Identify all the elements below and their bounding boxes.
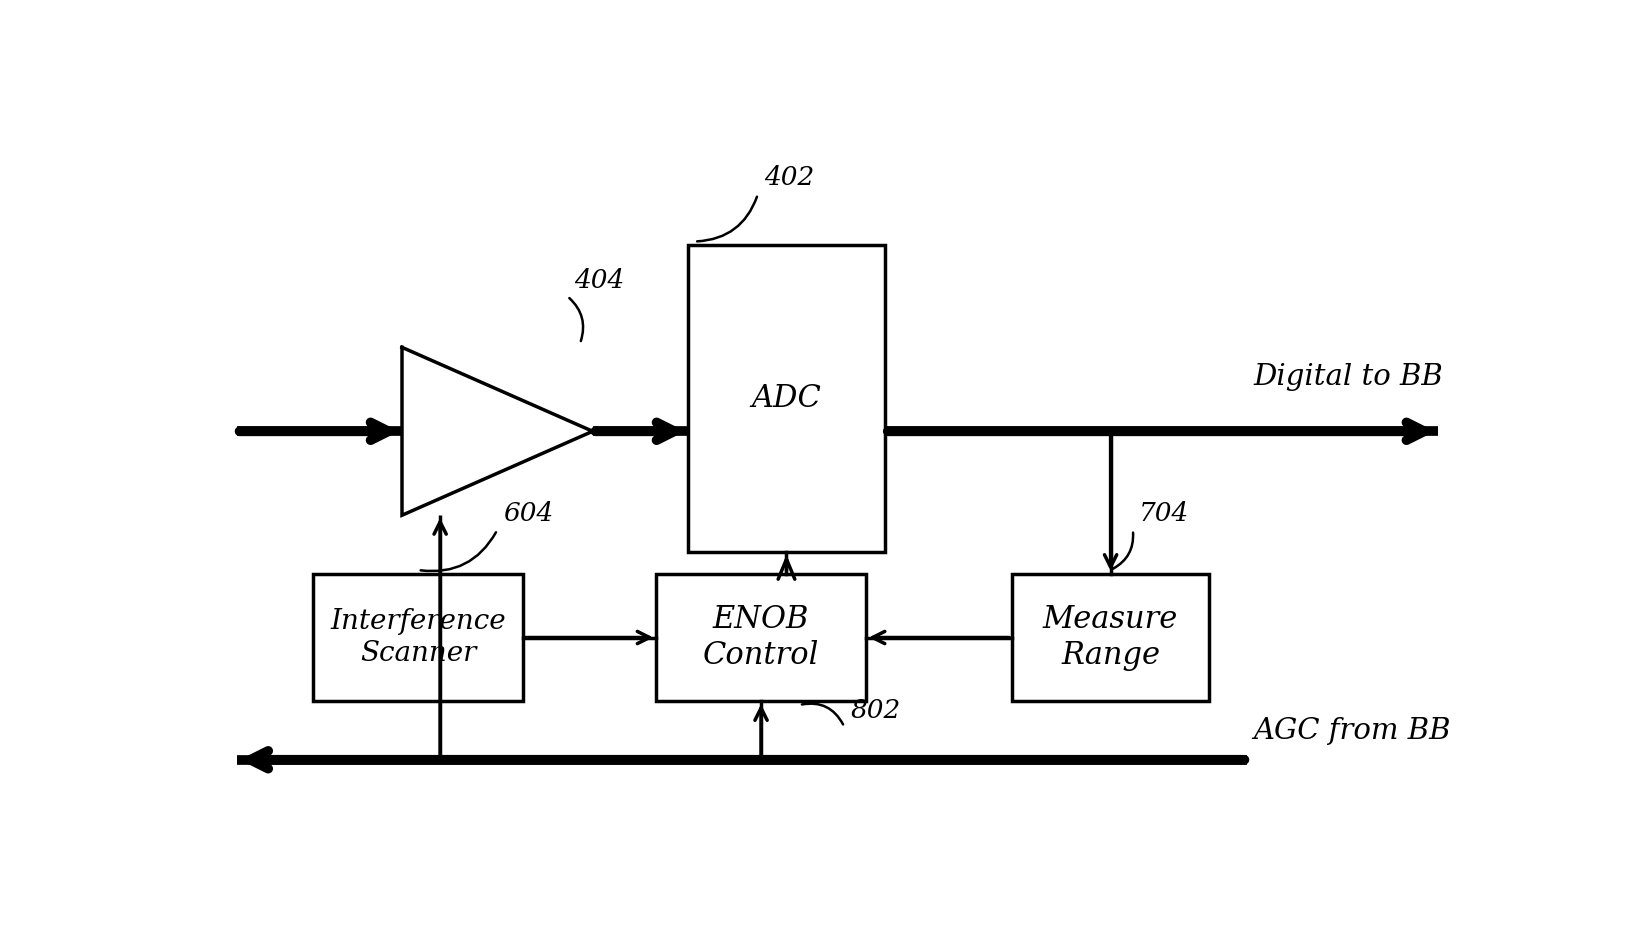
Text: 604: 604 [503,501,554,526]
Text: AGC from BB: AGC from BB [1252,717,1451,744]
Text: 402: 402 [764,165,815,191]
Text: Digital to BB: Digital to BB [1252,362,1442,391]
FancyBboxPatch shape [656,574,865,702]
FancyBboxPatch shape [1011,574,1208,702]
Text: Interference
Scanner: Interference Scanner [329,609,505,666]
Text: 802: 802 [851,699,900,723]
FancyBboxPatch shape [313,574,523,702]
FancyBboxPatch shape [688,246,885,552]
Text: ADC: ADC [751,383,821,414]
Text: 704: 704 [1139,501,1188,526]
Text: Measure
Range: Measure Range [1042,604,1177,671]
Text: ENOB
Control: ENOB Control [703,604,820,671]
Text: 404: 404 [574,267,623,293]
